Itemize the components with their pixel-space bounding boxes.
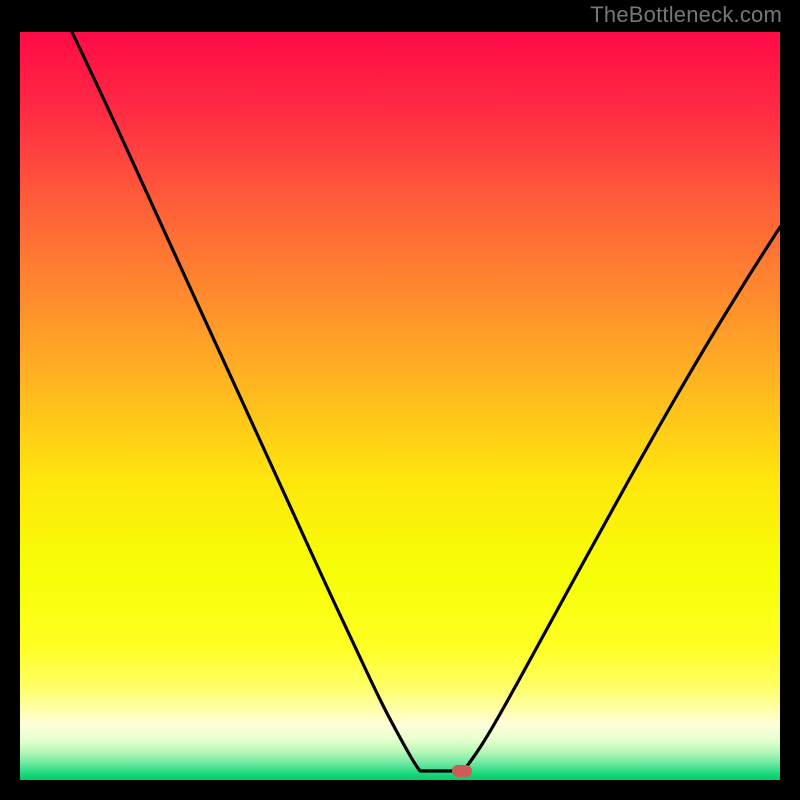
watermark-text: TheBottleneck.com <box>590 2 782 28</box>
optimum-marker <box>452 765 472 777</box>
chart-frame: TheBottleneck.com <box>0 0 800 800</box>
bottleneck-curve <box>20 32 780 780</box>
plot-area <box>20 32 780 780</box>
